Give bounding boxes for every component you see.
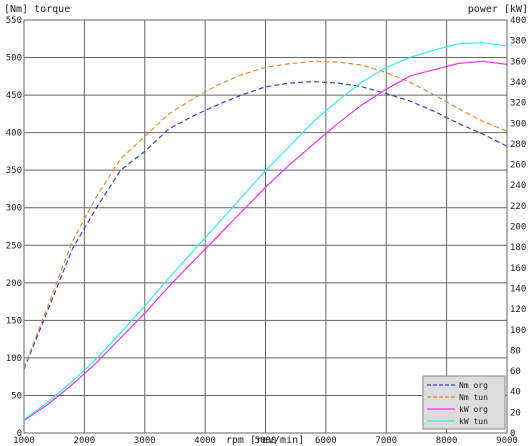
legend-label: kW tun bbox=[459, 417, 488, 426]
left-y-tick-label: 250 bbox=[6, 241, 22, 251]
right-y-tick-label: 220 bbox=[510, 202, 526, 212]
right-y-tick-label: 380 bbox=[510, 37, 526, 47]
right-y-tick-label: 240 bbox=[510, 181, 526, 191]
right-y-tick-label: 0 bbox=[510, 429, 515, 439]
right-y-tick-label: 300 bbox=[510, 119, 526, 129]
x-tick-label: 9000 bbox=[496, 436, 518, 446]
series-line-nm-org bbox=[23, 80, 508, 370]
right-y-tick-label: 260 bbox=[510, 161, 526, 171]
left-y-tick-label: 450 bbox=[6, 91, 22, 101]
right-y-tick-label: 200 bbox=[510, 223, 526, 233]
left-y-tick-label: 300 bbox=[6, 204, 22, 214]
right-y-tick-label: 280 bbox=[510, 140, 526, 150]
x-tick-label: 7000 bbox=[375, 436, 397, 446]
legend-label: Nm org bbox=[459, 381, 488, 390]
tick-labels: 1000 2000 3000 4000 5000 6000 7000 8000 90000501… bbox=[6, 16, 527, 446]
left-y-tick-label: 500 bbox=[6, 54, 22, 64]
right-y-tick-label: 400 bbox=[510, 16, 526, 26]
right-y-tick-label: 60 bbox=[510, 367, 521, 377]
legend-label: kW org bbox=[459, 405, 488, 414]
right-y-tick-label: 100 bbox=[510, 326, 526, 336]
data-lines bbox=[23, 42, 508, 422]
left-y-tick-label: 200 bbox=[6, 279, 22, 289]
left-y-tick-label: 50 bbox=[11, 391, 22, 401]
left-y-tick-label: 0 bbox=[17, 429, 22, 439]
right-y-tick-label: 180 bbox=[510, 243, 526, 253]
x-tick-label: 1000 bbox=[13, 436, 35, 446]
right-axis-label: power [kW] bbox=[468, 4, 528, 15]
x-tick-label: 4000 bbox=[194, 436, 216, 446]
left-y-tick-label: 550 bbox=[6, 16, 22, 26]
right-y-tick-label: 40 bbox=[510, 388, 521, 398]
x-tick-label: 6000 bbox=[315, 436, 337, 446]
series-line-kw-tun bbox=[23, 42, 508, 421]
right-y-tick-label: 360 bbox=[510, 57, 526, 67]
x-axis-label: rpm [rev/min] bbox=[226, 435, 304, 446]
right-y-tick-label: 80 bbox=[510, 346, 521, 356]
left-y-tick-label: 150 bbox=[6, 316, 22, 326]
right-y-tick-label: 320 bbox=[510, 99, 526, 109]
right-y-tick-label: 20 bbox=[510, 408, 521, 418]
right-y-tick-label: 160 bbox=[510, 264, 526, 274]
x-tick-label: 2000 bbox=[74, 436, 96, 446]
right-y-tick-label: 340 bbox=[510, 78, 526, 88]
left-y-tick-label: 100 bbox=[6, 354, 22, 364]
series-line-kw-org bbox=[23, 60, 508, 422]
x-tick-label: 5000 bbox=[255, 436, 277, 446]
x-tick-label: 3000 bbox=[134, 436, 156, 446]
legend: Nm org Nm tun kW org kW tun bbox=[422, 375, 506, 430]
left-y-tick-label: 400 bbox=[6, 129, 22, 139]
left-y-tick-label: 350 bbox=[6, 166, 22, 176]
series-line-nm-tun bbox=[23, 60, 508, 368]
left-axis-label: [Nm] torque bbox=[4, 4, 70, 15]
grid bbox=[23, 19, 508, 434]
legend-label: Nm tun bbox=[459, 393, 488, 402]
right-y-tick-label: 120 bbox=[510, 305, 526, 315]
x-tick-label: 8000 bbox=[436, 436, 458, 446]
right-y-tick-label: 140 bbox=[510, 284, 526, 294]
